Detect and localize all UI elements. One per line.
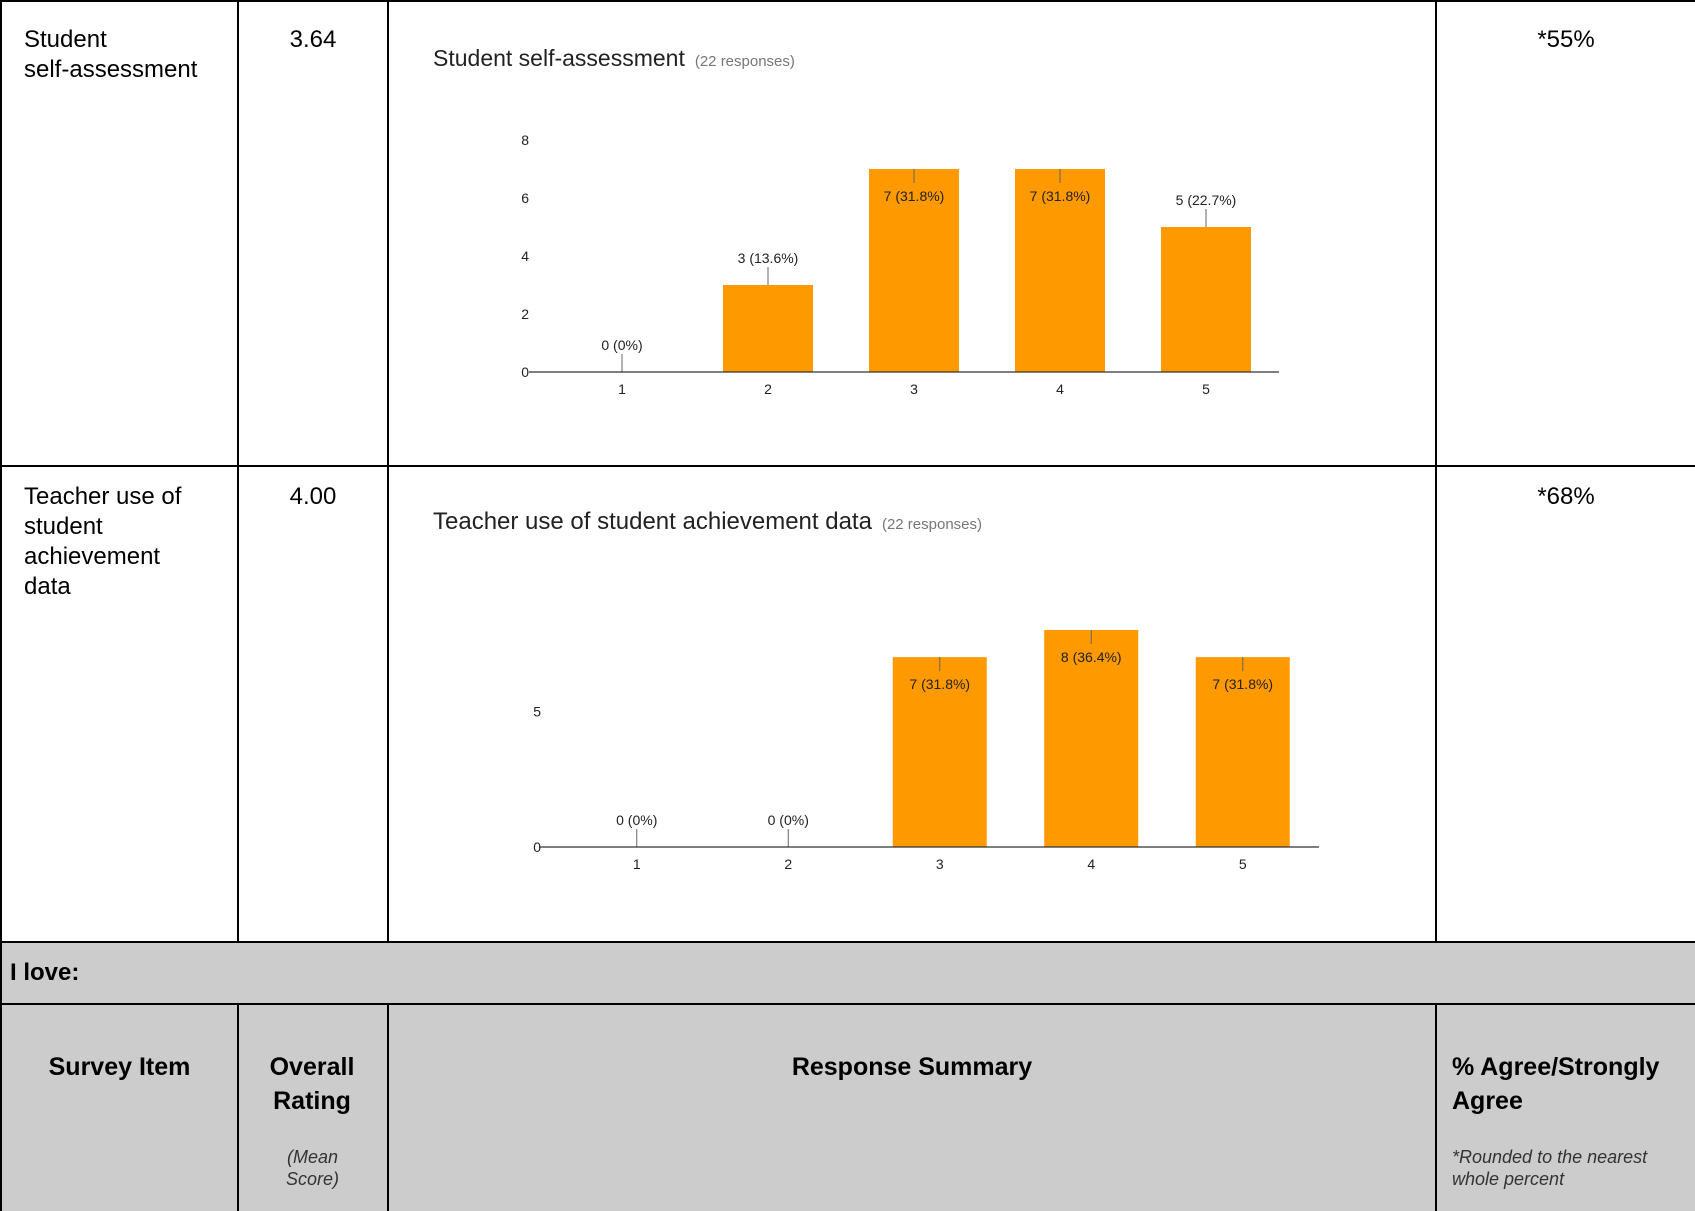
x-tick-label: 3: [936, 856, 944, 872]
x-tick-label: 1: [618, 381, 626, 397]
header-row-bg: [0, 1004, 1695, 1211]
overall-rating-value: 3.64: [289, 26, 337, 53]
section-label: I love:: [10, 959, 80, 986]
x-tick-label: 5: [1239, 856, 1247, 872]
header-survey-item: Survey Item: [48, 1053, 191, 1081]
header-mean-score: (Mean Score): [285, 1147, 339, 1189]
chart-student-self-assessment: Student self-assessment (22 responses) 0 2 4…: [433, 45, 1279, 397]
x-tick-label: 3: [910, 381, 918, 397]
chart-title-text: Student self-assessment: [433, 45, 685, 71]
bar: [723, 285, 813, 372]
x-tick-label: 2: [764, 381, 772, 397]
data-label: 7 (31.8%): [1212, 676, 1273, 692]
y-tick-label: 8: [521, 132, 529, 148]
bar: [892, 657, 987, 847]
chart-title: Teacher use of student achievement data (…: [433, 508, 982, 535]
bar: [1015, 169, 1105, 372]
bar: [869, 169, 959, 372]
agree-percent-value: *68%: [1537, 483, 1595, 510]
chart-subtitle: (22 responses): [882, 516, 982, 533]
survey-item-line: student: [24, 513, 103, 540]
data-label: 3 (13.6%): [738, 250, 799, 266]
x-tick-label: 1: [633, 856, 641, 872]
survey-item-line: data: [24, 573, 71, 600]
data-label: 7 (31.8%): [1030, 188, 1091, 204]
bar: [1161, 227, 1251, 372]
chart-title: Student self-assessment (22 responses): [433, 45, 795, 71]
chart-subtitle: (22 responses): [695, 53, 795, 70]
data-label: 5 (22.7%): [1176, 192, 1237, 208]
overall-rating-value: 4.00: [289, 483, 337, 510]
x-tick-label: 4: [1087, 856, 1095, 872]
survey-item-cell: Student self-assessment: [24, 25, 229, 85]
data-label: 0 (0%): [616, 812, 657, 828]
survey-item-line: Teacher use of: [24, 483, 182, 510]
agree-percent-value: *55%: [1537, 26, 1595, 53]
data-label: 7 (31.8%): [884, 188, 945, 204]
section-band: [0, 942, 1695, 1004]
header-agree: % Agree/Strongly Agree: [1452, 1053, 1660, 1115]
bar: [1195, 657, 1290, 847]
y-tick-label: 4: [521, 248, 529, 264]
data-label: 7 (31.8%): [909, 676, 970, 692]
header-response-summary: Response Summary: [791, 1053, 1033, 1081]
x-tick-label: 4: [1056, 381, 1064, 397]
data-label: 0 (0%): [601, 337, 642, 353]
chart-teacher-use-data: Teacher use of student achievement data (…: [433, 508, 1319, 872]
x-tick-label: 2: [784, 856, 792, 872]
y-tick-label: 0: [521, 364, 529, 380]
survey-item-cell: Teacher use of student achievement data: [24, 482, 229, 602]
survey-item-line: achievement: [24, 543, 161, 570]
x-tick-label: 5: [1202, 381, 1210, 397]
y-tick-label: 2: [521, 306, 529, 322]
data-label: 8 (36.4%): [1061, 649, 1122, 665]
survey-item-line: self-assessment: [24, 56, 198, 83]
header-overall-rating: Overall Rating: [269, 1053, 355, 1115]
chart-title-text: Teacher use of student achievement data: [433, 508, 873, 535]
y-tick-label: 5: [533, 703, 541, 719]
y-tick-label: 0: [533, 839, 541, 855]
y-tick-label: 6: [521, 190, 529, 206]
header-rounding-note: *Rounded to the nearest whole percent: [1452, 1147, 1648, 1189]
data-label: 0 (0%): [768, 812, 809, 828]
survey-item-line: Student: [24, 26, 107, 53]
bar: [1044, 630, 1139, 847]
